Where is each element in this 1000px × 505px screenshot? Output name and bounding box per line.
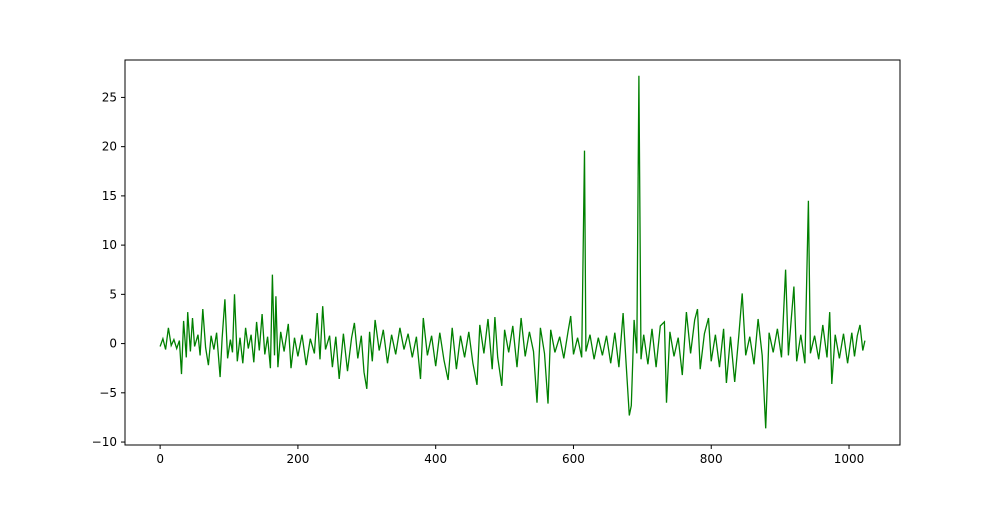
y-tick-label: 0 xyxy=(109,337,117,351)
y-tick-label: 20 xyxy=(102,140,117,154)
axes-frame xyxy=(124,59,901,446)
x-tick-label: 600 xyxy=(562,452,585,466)
y-tick-label: −5 xyxy=(99,386,117,400)
y-tick-label: 10 xyxy=(102,238,117,252)
x-tick-label: 400 xyxy=(424,452,447,466)
y-tick-label: 5 xyxy=(109,287,117,301)
plot-area xyxy=(159,75,866,429)
x-tick-label: 0 xyxy=(156,452,164,466)
x-tick-label: 1000 xyxy=(834,452,865,466)
y-tick-label: 25 xyxy=(102,90,117,104)
x-axis: 0 200 400 600 800 1000 xyxy=(156,445,864,466)
x-tick-label: 800 xyxy=(700,452,723,466)
y-axis: −10 −5 0 5 10 15 20 25 xyxy=(92,90,125,449)
y-tick-label: −10 xyxy=(92,435,117,449)
data-series-line xyxy=(159,75,866,429)
y-tick-label: 15 xyxy=(102,189,117,203)
x-tick-label: 200 xyxy=(286,452,309,466)
